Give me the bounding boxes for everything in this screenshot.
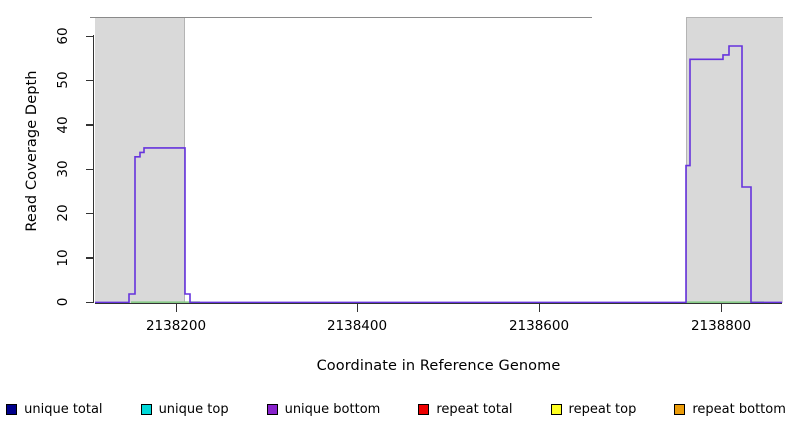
y-tick-50 xyxy=(86,79,94,82)
legend-label: unique total xyxy=(24,401,103,417)
y-tick-10 xyxy=(86,257,94,259)
y-tick-label-40: 40 xyxy=(55,116,71,134)
legend-label: unique top xyxy=(158,401,229,417)
x-tick-label-2138200: 2138200 xyxy=(145,318,207,334)
legend-label: repeat top xyxy=(568,401,637,417)
legend-item-repeat-bottom[interactable]: repeat bottom xyxy=(674,402,786,417)
plot-top-frame xyxy=(90,17,592,18)
legend-swatch-icon xyxy=(418,403,430,415)
y-tick-label-60: 60 xyxy=(55,27,71,45)
x-tick-2138800 xyxy=(721,304,723,312)
plot-area xyxy=(95,17,783,303)
y-axis-title: Read Coverage Depth xyxy=(24,70,40,232)
legend-swatch-icon xyxy=(140,403,152,415)
x-tick-2138600 xyxy=(539,304,541,312)
legend-swatch-icon xyxy=(674,403,686,415)
x-tick-label-2138600: 2138600 xyxy=(508,318,570,334)
series-unique-bottom xyxy=(95,45,782,304)
y-tick-20 xyxy=(86,212,94,215)
x-axis-line xyxy=(95,303,782,305)
x-tick-2138200 xyxy=(176,304,178,312)
y-tick-label-0: 0 xyxy=(55,297,71,307)
y-axis-line xyxy=(93,35,95,302)
y-tick-0 xyxy=(86,301,94,303)
y-tick-label-30: 30 xyxy=(55,160,71,178)
x-tick-label-2138800: 2138800 xyxy=(690,318,752,334)
chart-legend: unique total unique top unique bottom re… xyxy=(0,398,792,420)
y-tick-label-50: 50 xyxy=(55,71,71,89)
legend-item-repeat-top[interactable]: repeat top xyxy=(550,401,637,417)
y-tick-40 xyxy=(86,124,94,126)
x-axis-title: Coordinate in Reference Genome xyxy=(316,358,561,374)
legend-item-unique-top[interactable]: unique top xyxy=(140,401,229,417)
legend-item-unique-total[interactable]: unique total xyxy=(6,401,103,417)
legend-item-repeat-total[interactable]: repeat total xyxy=(418,401,513,417)
y-tick-label-10: 10 xyxy=(55,249,71,267)
shaded-region-left xyxy=(95,17,185,303)
shaded-region-right xyxy=(686,17,783,303)
y-tick-60 xyxy=(86,35,94,37)
legend-item-unique-bottom[interactable]: unique bottom xyxy=(266,401,381,417)
series-layer xyxy=(95,45,782,304)
legend-label: repeat bottom xyxy=(692,401,786,417)
x-tick-2138400 xyxy=(357,304,359,312)
y-tick-label-20: 20 xyxy=(55,204,71,222)
x-tick-label-2138400: 2138400 xyxy=(326,318,388,334)
legend-label: repeat total xyxy=(436,401,513,417)
legend-label: unique bottom xyxy=(284,401,381,417)
legend-swatch-icon xyxy=(550,403,562,415)
legend-swatch-icon xyxy=(266,403,278,415)
legend-swatch-icon xyxy=(6,403,18,415)
y-tick-30 xyxy=(86,168,94,170)
